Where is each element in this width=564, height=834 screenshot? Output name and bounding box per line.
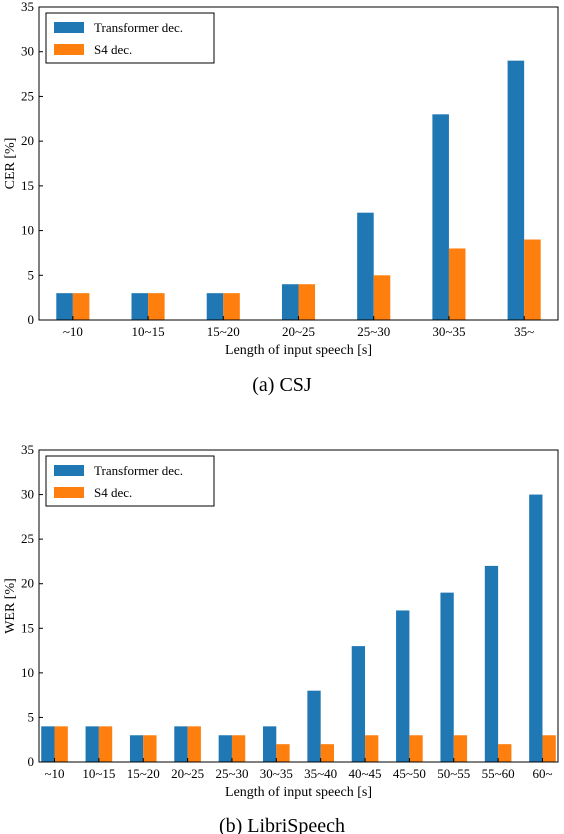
bar-transformer-2 (206, 293, 224, 320)
x-axis-label: Length of input speech [s] (225, 343, 372, 358)
y-axis-label: WER [%] (3, 578, 18, 634)
bar-transformer-0 (41, 726, 55, 762)
bar-s4-9 (453, 735, 468, 762)
x-tick-label-5: 30~35 (432, 324, 465, 339)
legend-label-transformer: Transformer dec. (94, 20, 183, 35)
bar-s4-4 (373, 275, 391, 320)
x-tick-label-2: 15~20 (127, 766, 160, 781)
legend-swatch-s4 (54, 487, 84, 498)
y-tick-label-6: 30 (21, 44, 34, 59)
chart-librispeech: 0 5 10 15 20 25 30 35 ~10 10~15 15~20 20~25 25~30 30~… (3, 442, 559, 834)
bar-s4-6 (524, 239, 541, 320)
x-tick-label-2: 15~20 (207, 324, 240, 339)
bar-transformer-1 (131, 293, 149, 320)
x-tick-label-3: 20~25 (171, 766, 204, 781)
bar-s4-2 (223, 293, 240, 320)
x-tick-label-7: 40~45 (349, 766, 382, 781)
x-tick-label-0: ~10 (45, 766, 65, 781)
y-axis-label: CER [%] (3, 138, 18, 190)
bar-transformer-5 (432, 114, 449, 320)
bar-transformer-4 (357, 212, 374, 320)
legend-swatch-transformer (54, 22, 84, 33)
y-tick-label-7: 35 (21, 442, 34, 457)
legend-box (45, 12, 215, 64)
bar-s4-2 (143, 735, 157, 762)
x-tick-label-4: 25~30 (215, 766, 248, 781)
bar-s4-3 (298, 284, 316, 320)
bar-s4-6 (320, 744, 334, 762)
bar-s4-0 (54, 726, 68, 762)
x-tick-label-1: 10~15 (82, 766, 115, 781)
x-axis-label: Length of input speech [s] (225, 785, 372, 800)
bar-transformer-5 (263, 726, 277, 762)
bar-transformer-3 (281, 284, 299, 320)
bar-s4-1 (148, 293, 165, 320)
bar-transformer-3 (174, 726, 188, 762)
y-tick-label-1: 5 (28, 267, 35, 282)
y-tick-label-7: 35 (21, 0, 34, 14)
x-tick-label-11: 60~ (532, 766, 552, 781)
y-tick-label-5: 25 (21, 88, 34, 103)
bar-s4-8 (409, 735, 423, 762)
legend-label-transformer: Transformer dec. (94, 463, 183, 478)
x-tick-label-3: 20~25 (282, 324, 315, 339)
y-tick-label-5: 25 (21, 531, 34, 546)
chart-caption: (b) LibriSpeech (219, 815, 345, 834)
legend-swatch-transformer (54, 465, 84, 476)
legend-label-s4: S4 dec. (94, 42, 132, 57)
x-tick-label-5: 30~35 (260, 766, 293, 781)
bar-transformer-2 (129, 735, 144, 762)
bar-transformer-6 (507, 60, 525, 321)
bar-transformer-10 (484, 565, 499, 762)
bar-transformer-4 (218, 735, 232, 762)
bar-s4-4 (231, 735, 246, 762)
bar-s4-5 (448, 248, 466, 320)
bar-s4-10 (498, 744, 512, 762)
bar-transformer-0 (56, 293, 73, 320)
bar-s4-11 (542, 735, 556, 762)
bar-s4-1 (98, 726, 113, 762)
bar-s4-7 (365, 735, 379, 762)
chart-caption: (a) CSJ (252, 374, 312, 396)
x-tick-label-0: ~10 (63, 324, 83, 339)
chart-csj: 0 5 10 15 20 25 30 35 ~10 10~15 15~20 20~25 25~30 30~… (3, 0, 559, 396)
y-tick-label-0: 0 (28, 312, 35, 327)
y-tick-label-4: 20 (21, 576, 34, 591)
legend-swatch-s4 (54, 44, 84, 55)
plot-frame (38, 449, 559, 763)
bar-s4-0 (72, 293, 90, 320)
x-tick-label-6: 35~ (514, 324, 534, 339)
bar-s4-3 (187, 726, 201, 762)
y-tick-label-2: 10 (21, 665, 34, 680)
x-tick-label-9: 50~55 (437, 766, 470, 781)
bar-transformer-8 (396, 610, 410, 762)
x-tick-label-1: 10~15 (132, 324, 165, 339)
y-tick-label-2: 10 (21, 223, 34, 238)
y-tick-label-3: 15 (21, 178, 34, 193)
bar-transformer-6 (307, 690, 321, 762)
legend-label-s4: S4 dec. (94, 485, 132, 500)
y-tick-label-3: 15 (21, 620, 34, 635)
x-tick-label-8: 45~50 (393, 766, 426, 781)
x-tick-label-10: 55~60 (482, 766, 515, 781)
bar-s4-5 (276, 744, 290, 762)
y-tick-label-4: 20 (21, 133, 34, 148)
y-tick-label-0: 0 (28, 754, 35, 769)
bar-transformer-7 (351, 646, 366, 762)
x-tick-label-6: 35~40 (304, 766, 337, 781)
bar-transformer-11 (529, 494, 543, 762)
y-tick-label-6: 30 (21, 487, 34, 502)
bar-transformer-1 (85, 726, 99, 762)
x-tick-label-4: 25~30 (357, 324, 390, 339)
bar-transformer-9 (440, 592, 454, 762)
y-tick-label-1: 5 (28, 709, 35, 724)
